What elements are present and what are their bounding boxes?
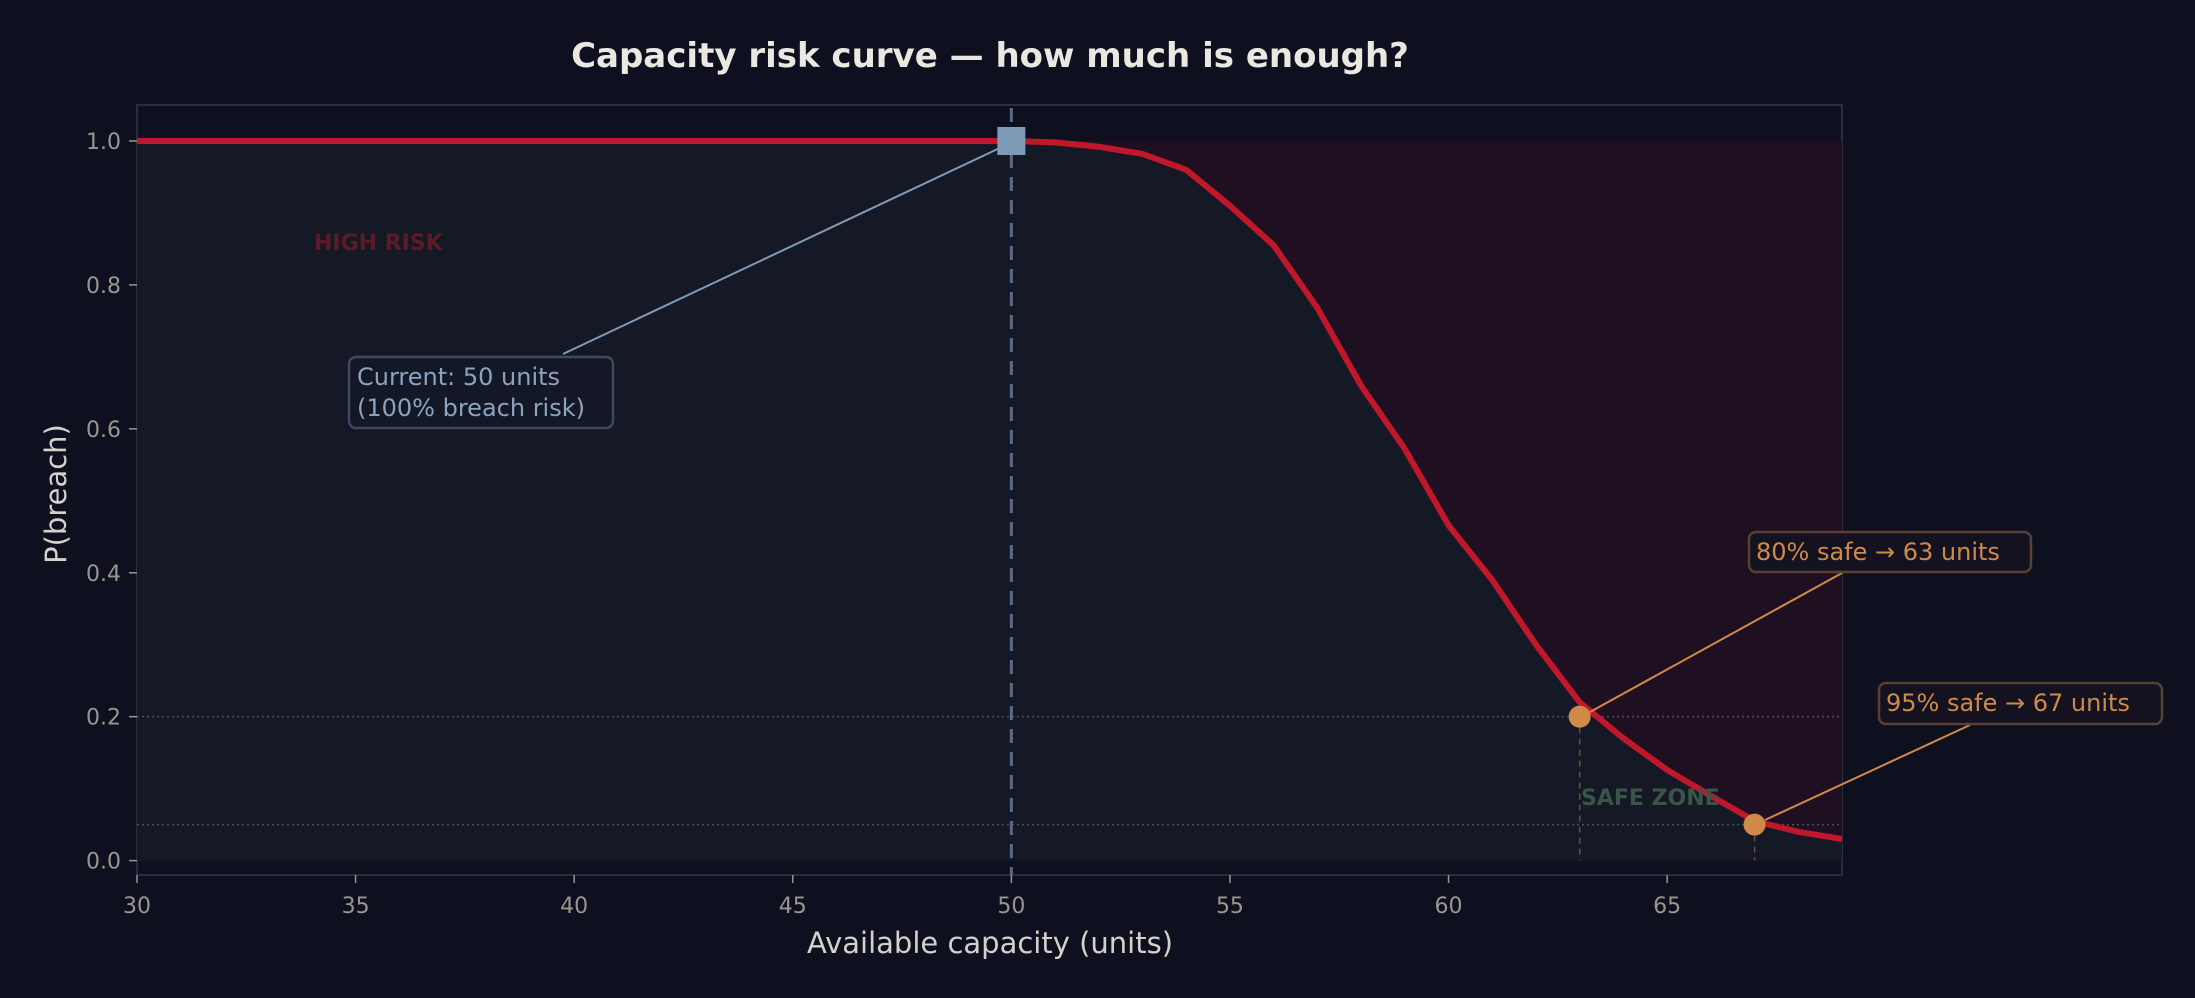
safe95-label-box	[1877, 681, 2164, 726]
x-tick-label: 45	[779, 894, 807, 919]
x-tick-label: 30	[123, 894, 151, 919]
current-annotation: Current: 50 units (100% breach risk)	[347, 145, 1005, 430]
target-marker	[1743, 813, 1766, 836]
x-axis-label: Available capacity (units)	[807, 926, 1173, 960]
x-tick-label: 65	[1653, 894, 1681, 919]
current-marker	[997, 126, 1026, 155]
safe95-arrow	[1764, 724, 1971, 821]
chart-title: Capacity risk curve — how much is enough…	[571, 36, 1409, 76]
y-tick-label: 1.0	[86, 130, 121, 155]
y-axis-label: P(breach)	[39, 424, 73, 564]
under-curve-fill	[137, 140, 1842, 861]
current-label-line2: (100% breach risk)	[357, 394, 585, 422]
y-tick-label: 0.2	[86, 706, 121, 731]
y-tick-label: 0.0	[86, 850, 121, 875]
target-marker	[1568, 705, 1591, 728]
risk-curve-line	[137, 137, 1843, 842]
safe80-label-box	[1747, 530, 2033, 574]
safe80-arrow	[1589, 572, 1843, 713]
safe80-label: 80% safe → 63 units	[1756, 538, 2000, 566]
x-tick-label: 55	[1216, 894, 1244, 919]
high-risk-label: HIGH RISK	[314, 231, 444, 256]
current-label-line1: Current: 50 units	[357, 363, 560, 391]
current-arrow	[562, 145, 1005, 355]
y-tick-label: 0.4	[86, 562, 121, 587]
current-label-box	[347, 355, 615, 430]
y-tick-label: 0.6	[86, 418, 121, 443]
safe95-label: 95% safe → 67 units	[1886, 689, 2130, 717]
risk-region-fill	[137, 140, 1842, 840]
x-tick-label: 35	[342, 894, 370, 919]
safe95-annotation: 95% safe → 67 units	[1764, 681, 2164, 821]
x-tick-label: 60	[1435, 894, 1463, 919]
x-tick-label: 50	[997, 894, 1025, 919]
safe80-annotation: 80% safe → 63 units	[1589, 530, 2033, 713]
safe-zone-label: SAFE ZONE	[1581, 786, 1720, 811]
x-tick-label: 40	[560, 894, 588, 919]
plot-area: 30 35 40 45 50 55 60 65 0.0 0.2 0.4 0.6 0.8 1.0	[86, 104, 1843, 919]
y-tick-label: 0.8	[86, 274, 121, 299]
